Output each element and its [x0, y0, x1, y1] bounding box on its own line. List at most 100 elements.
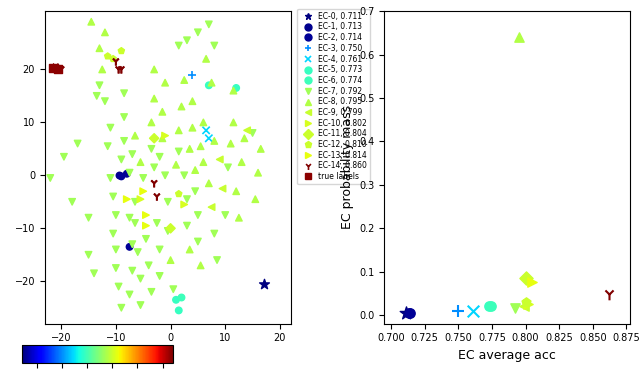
Point [188, 125, 198, 131]
Point [141, 223, 151, 229]
Point [48, 65, 58, 71]
Point [106, 175, 116, 181]
Point [207, 204, 217, 210]
Point [468, 308, 478, 314]
Point [404, 310, 415, 316]
Point [141, 236, 151, 242]
Point [94, 45, 104, 51]
Point [157, 109, 168, 115]
Point [259, 281, 269, 287]
Point [231, 85, 241, 91]
Point [132, 249, 143, 255]
Point [108, 193, 118, 199]
Point [165, 257, 175, 263]
Point [124, 292, 134, 298]
Point [214, 157, 225, 163]
Point [212, 257, 222, 263]
Point [152, 220, 162, 226]
Point [188, 72, 198, 78]
Point [136, 276, 146, 282]
Point [138, 175, 148, 181]
Point [195, 143, 205, 149]
Point [163, 228, 173, 234]
Point [116, 67, 127, 73]
Point [255, 146, 266, 152]
Point [116, 67, 127, 73]
Point [113, 172, 124, 178]
Point [130, 133, 140, 139]
Point [193, 29, 203, 35]
Point [198, 159, 209, 165]
Point [83, 252, 93, 258]
Point [102, 53, 113, 59]
Point [154, 273, 164, 279]
Point [514, 34, 524, 40]
Point [177, 103, 187, 109]
Point [102, 143, 113, 149]
Point [124, 215, 134, 221]
Point [83, 215, 93, 221]
Point [519, 303, 529, 309]
Point [100, 29, 110, 35]
Point [136, 302, 146, 308]
Point [401, 310, 411, 316]
Point [116, 305, 127, 311]
Point [204, 82, 214, 88]
Point [250, 196, 260, 202]
Point [204, 22, 214, 28]
Point [403, 310, 413, 316]
Point [190, 188, 200, 194]
Point [122, 196, 132, 202]
Point [149, 164, 159, 170]
Point [119, 138, 129, 144]
Point [100, 98, 110, 104]
Point [51, 64, 61, 70]
Point [116, 48, 127, 54]
Point [130, 220, 140, 226]
X-axis label: EC average acc: EC average acc [458, 349, 556, 362]
Point [484, 303, 494, 309]
Point [138, 188, 148, 194]
Point [149, 67, 159, 73]
Point [152, 193, 162, 199]
Point [136, 196, 146, 202]
Legend: EC-0, 0.711, EC-1, 0.713, EC-2, 0.714, EC-3, 0.750, EC-4, 0.761, EC-5, 0.773, EC: EC-0, 0.711, EC-1, 0.713, EC-2, 0.714, E… [297, 9, 370, 184]
Point [149, 180, 159, 186]
Point [152, 193, 162, 199]
Point [113, 283, 124, 289]
Point [182, 37, 192, 43]
Point [163, 199, 173, 205]
Point [237, 159, 247, 165]
Point [113, 67, 124, 73]
Point [116, 157, 127, 163]
Point [157, 135, 168, 141]
Point [119, 90, 129, 96]
Point [509, 305, 520, 311]
Point [486, 303, 496, 309]
Point [147, 119, 157, 125]
Point [228, 119, 239, 125]
Point [179, 172, 189, 178]
Point [97, 67, 108, 73]
Point [111, 265, 121, 271]
Point [239, 135, 250, 141]
Point [220, 212, 230, 218]
Point [204, 135, 214, 141]
Point [520, 275, 531, 281]
Point [94, 82, 104, 88]
Point [143, 262, 154, 268]
Point [127, 151, 138, 157]
Point [209, 43, 220, 49]
Point [56, 67, 67, 73]
Point [523, 301, 533, 307]
Point [209, 231, 220, 237]
Point [116, 173, 127, 179]
Point [111, 212, 121, 218]
Point [182, 196, 192, 202]
Point [165, 225, 175, 231]
Point [209, 138, 220, 144]
Point [149, 180, 159, 186]
Point [86, 19, 97, 25]
Point [225, 141, 236, 147]
Point [168, 286, 179, 292]
